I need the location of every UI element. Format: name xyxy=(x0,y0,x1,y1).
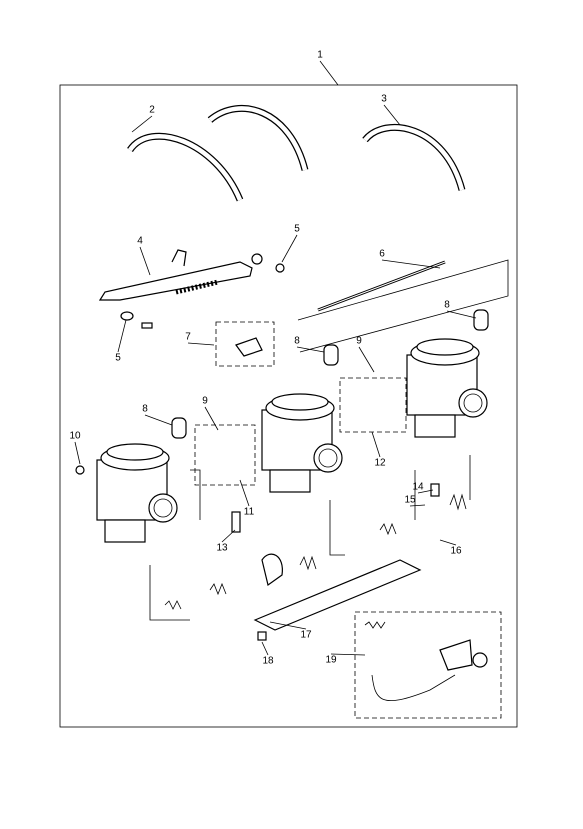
leader-line xyxy=(139,246,151,276)
bracket-and-spindle xyxy=(75,249,509,475)
callout-number: 5 xyxy=(294,224,300,235)
callout-number: 5 xyxy=(115,353,121,364)
carb-bowl xyxy=(414,414,456,438)
callout-number: 12 xyxy=(374,458,386,469)
callout-number: 9 xyxy=(356,336,362,347)
kit-frame xyxy=(59,84,518,728)
leader-line xyxy=(381,259,441,269)
leader-line xyxy=(383,104,401,126)
leader-line xyxy=(417,489,434,494)
carb-bell-inner xyxy=(318,448,338,468)
callout-number: 11 xyxy=(244,507,255,518)
callout-number: 14 xyxy=(412,482,424,493)
leader-line xyxy=(144,414,173,426)
callout-number: 15 xyxy=(404,495,416,506)
leader-line xyxy=(74,441,81,465)
carb-bell xyxy=(148,493,178,523)
leader-line xyxy=(261,641,269,656)
carburettors xyxy=(96,338,488,543)
callout-number: 8 xyxy=(294,336,300,347)
callout-number: 17 xyxy=(300,630,312,641)
leader-line xyxy=(221,529,236,543)
carb-bell xyxy=(313,443,343,473)
carb-cap xyxy=(416,338,474,356)
choke-cable xyxy=(354,611,502,719)
callout-number: 1 xyxy=(317,50,323,61)
leader-line xyxy=(439,539,457,546)
carb-bell-inner xyxy=(463,393,483,413)
leader-line xyxy=(131,115,153,133)
callout-number: 10 xyxy=(69,431,81,442)
callout-number: 16 xyxy=(450,546,462,557)
callout-number: 4 xyxy=(137,236,143,247)
callout-number: 18 xyxy=(262,656,274,667)
leader-line xyxy=(319,60,339,86)
callout-number: 13 xyxy=(216,543,228,554)
carburettor xyxy=(406,338,488,438)
leader-line xyxy=(204,406,219,431)
carb-bell xyxy=(458,388,488,418)
callout-number: 7 xyxy=(185,332,191,343)
leader-line xyxy=(358,346,375,373)
leader-line xyxy=(296,346,325,353)
callout-number: 2 xyxy=(149,105,155,116)
leader-line xyxy=(117,319,127,353)
callout-number: 6 xyxy=(379,249,385,260)
hoses xyxy=(127,104,466,202)
leader-line xyxy=(239,479,250,507)
leader-line xyxy=(269,621,307,630)
carburettor xyxy=(96,443,178,543)
leader-line xyxy=(330,653,366,656)
carb-cap xyxy=(271,393,329,411)
callout-number: 8 xyxy=(142,404,148,415)
carb-bowl xyxy=(269,469,311,493)
carb-bowl xyxy=(104,519,146,543)
carburettor xyxy=(261,393,343,493)
callout-number: 19 xyxy=(325,655,337,666)
callout-number: 3 xyxy=(381,94,387,105)
linkage xyxy=(149,377,471,641)
carb-bell-inner xyxy=(153,498,173,518)
leader-line xyxy=(187,342,215,346)
leader-line xyxy=(281,234,298,263)
leader-line xyxy=(409,504,426,507)
leader-line xyxy=(446,310,477,319)
leader-line xyxy=(371,431,381,458)
carb-cap xyxy=(106,443,164,461)
callout-number: 9 xyxy=(202,396,208,407)
callout-number: 8 xyxy=(444,300,450,311)
